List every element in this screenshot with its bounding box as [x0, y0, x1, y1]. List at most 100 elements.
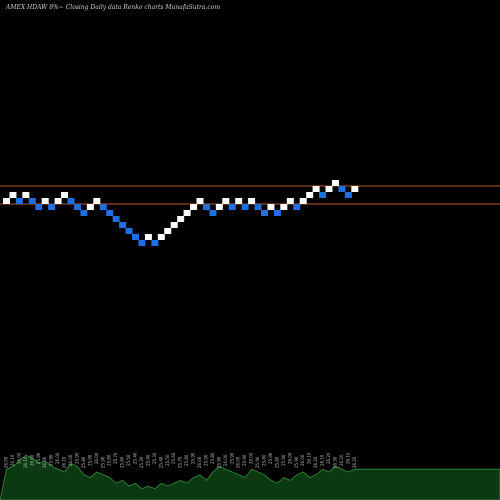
brick-label: 25.80 — [274, 456, 279, 468]
brick-label: 25.60 — [120, 456, 125, 468]
brick-label: 26.00 — [223, 454, 228, 466]
brick-label: 26.20 — [313, 456, 318, 468]
brick-label: 25.90 — [281, 454, 286, 466]
renko-brick-down — [80, 210, 88, 216]
brick-label: 25.90 — [36, 452, 41, 464]
renko-brick-down — [202, 204, 210, 210]
brick-label: 26.00 — [29, 454, 34, 466]
volume-area — [0, 454, 500, 500]
brick-label: 26.20 — [326, 452, 331, 464]
brick-label: 26.00 — [55, 452, 60, 464]
brick-label: 26.10 — [10, 454, 15, 466]
brick-label: 25.30 — [152, 452, 157, 464]
renko-brick-down — [48, 204, 56, 210]
brick-labels: 26.00 26.10 26.00 26.10 26.00 25.90 26.00 25.90… — [4, 452, 357, 468]
brick-label: 25.90 — [242, 454, 247, 466]
brick-label: 26.00 — [249, 452, 254, 464]
renko-brick-down — [28, 198, 36, 204]
renko-brick-down — [241, 204, 249, 210]
brick-label: 26.10 — [62, 456, 67, 468]
renko-brick-down — [106, 210, 114, 216]
brick-label: 26.00 — [197, 456, 202, 468]
brick-label: 25.90 — [74, 452, 79, 464]
brick-label: 25.80 — [210, 452, 215, 464]
brick-label: 25.70 — [113, 452, 118, 464]
renko-brick-up — [235, 198, 243, 204]
brick-label: 25.60 — [171, 452, 176, 464]
brick-label: 25.50 — [165, 454, 170, 466]
brick-label: 26.20 — [352, 456, 357, 468]
renko-brick-down — [99, 204, 107, 210]
brick-label: 25.40 — [145, 454, 150, 466]
brick-label: 25.90 — [255, 456, 260, 468]
renko-brick-down — [209, 210, 217, 216]
renko-brick-down — [132, 234, 139, 240]
renko-brick-up — [86, 204, 94, 210]
brick-label: 26.00 — [16, 452, 21, 464]
renko-brick-down — [293, 204, 301, 210]
brick-label: 26.10 — [320, 454, 325, 466]
renko-bricks — [3, 180, 359, 246]
brick-label: 25.90 — [294, 456, 299, 468]
brick-label: 25.30 — [139, 456, 144, 468]
brick-label: 25.90 — [229, 452, 234, 464]
renko-brick-up — [93, 198, 101, 204]
brick-label: 25.90 — [87, 454, 92, 466]
renko-brick-up — [41, 198, 49, 204]
renko-brick-down — [138, 240, 146, 246]
brick-label: 25.50 — [126, 454, 131, 466]
renko-brick-down — [151, 240, 159, 246]
renko-brick-down — [112, 216, 120, 222]
brick-label: 25.90 — [49, 454, 54, 466]
volume-area-path — [0, 454, 500, 500]
brick-label: 26.10 — [307, 452, 312, 464]
renko-brick-up — [196, 198, 204, 204]
renko-brick-up — [306, 192, 314, 198]
renko-brick-down — [73, 204, 81, 210]
renko-brick-up — [351, 186, 359, 192]
brick-label: 25.70 — [178, 456, 183, 468]
renko-brick-up — [170, 222, 178, 228]
renko-brick-up — [312, 186, 320, 192]
brick-label: 26.00 — [42, 456, 47, 468]
renko-brick-up — [280, 204, 288, 210]
renko-brick-up — [164, 228, 172, 234]
brick-label: 26.00 — [236, 456, 241, 468]
renko-brick-down — [119, 222, 127, 228]
brick-label: 25.80 — [107, 454, 112, 466]
brick-label: 25.80 — [184, 454, 189, 466]
renko-brick-up — [215, 204, 223, 210]
brick-label: 26.30 — [332, 456, 337, 468]
renko-brick-up — [183, 210, 191, 216]
brick-label: 25.90 — [216, 456, 221, 468]
brick-label: 26.00 — [94, 452, 99, 464]
renko-brick-down — [15, 198, 23, 204]
renko-brick-down — [67, 198, 75, 204]
renko-brick-up — [325, 186, 333, 192]
brick-label: 25.80 — [81, 456, 86, 468]
renko-brick-up — [331, 180, 339, 186]
renko-brick-down — [338, 186, 346, 192]
renko-brick-down — [35, 204, 43, 210]
renko-brick-up — [157, 234, 165, 240]
renko-brick-up — [3, 198, 10, 204]
renko-brick-up — [286, 198, 294, 204]
brick-label: 25.90 — [100, 456, 105, 468]
renko-brick-up — [267, 204, 275, 210]
renko-brick-down — [273, 210, 281, 216]
brick-label: 25.90 — [191, 452, 196, 464]
renko-brick-up — [299, 198, 307, 204]
renko-brick-up — [22, 192, 30, 198]
brick-label: 26.10 — [23, 456, 28, 468]
brick-label: 26.10 — [345, 452, 350, 464]
renko-brick-down — [261, 210, 268, 216]
brick-label: 25.90 — [203, 454, 208, 466]
brick-label: 25.80 — [262, 454, 267, 466]
renko-brick-down — [319, 192, 327, 198]
brick-label: 26.00 — [300, 454, 305, 466]
renko-brick-up — [9, 192, 17, 198]
renko-brick-down — [228, 204, 236, 210]
brick-label: 26.20 — [339, 454, 344, 466]
renko-brick-up — [222, 198, 230, 204]
